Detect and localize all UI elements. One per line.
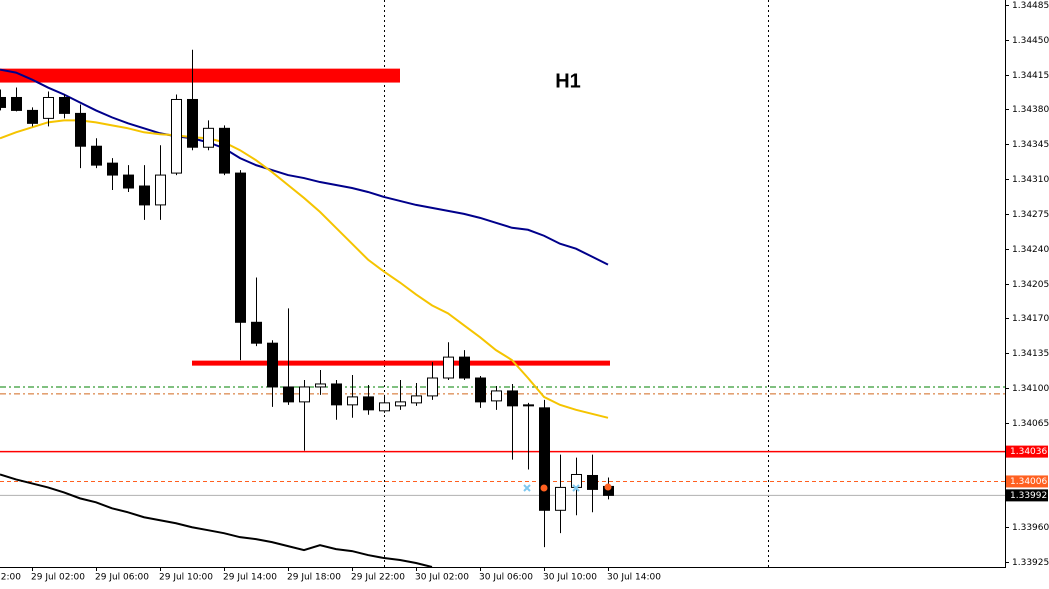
y-tick-label: 1.34485 — [1012, 1, 1049, 11]
candle-body — [299, 386, 310, 403]
chart-title: H1 — [555, 70, 581, 92]
moving-average-line — [0, 119, 609, 419]
resistance-zone — [0, 68, 400, 83]
candle-body — [523, 404, 534, 407]
y-tick-label: 1.34170 — [1012, 314, 1049, 324]
candle-body — [331, 383, 342, 406]
candle-body — [379, 402, 390, 412]
price-tag — [1006, 445, 1048, 458]
candle-body — [347, 396, 358, 406]
candle-body — [107, 162, 118, 176]
candle-body — [91, 145, 102, 166]
candle-body — [315, 383, 326, 388]
moving-average-line — [0, 68, 609, 266]
trade-markers — [523, 483, 612, 492]
price-tag-label: 1.33992 — [1010, 491, 1047, 501]
candle-body — [75, 112, 86, 147]
x-tick-label: 29 Jul 10:00 — [159, 573, 213, 583]
candle-body — [507, 390, 518, 407]
price-tag — [1006, 489, 1048, 502]
candle-body — [411, 395, 422, 404]
candle-body — [43, 96, 54, 119]
y-tick-label: 1.34135 — [1012, 349, 1049, 359]
candle-body — [27, 109, 38, 124]
y-tick-label: 1.34450 — [1012, 36, 1049, 46]
y-tick-label: 1.34380 — [1012, 105, 1049, 115]
x-tick-label: 28 Jul 22:00 — [0, 573, 21, 583]
y-tick-label: 1.34275 — [1012, 210, 1049, 220]
trade-marker — [523, 484, 531, 492]
price-tag-label: 1.34006 — [1010, 477, 1047, 487]
candle-body — [11, 96, 22, 111]
candle-body — [139, 185, 150, 206]
plot-area — [0, 0, 1005, 567]
candle-body — [443, 356, 454, 379]
x-tick-label: 30 Jul 06:00 — [479, 573, 533, 583]
price-tag — [1006, 475, 1048, 488]
y-tick-label: 1.34345 — [1012, 140, 1049, 150]
y-tick-label: 1.34100 — [1012, 384, 1049, 394]
candle-body — [171, 98, 182, 174]
candle-body — [475, 377, 486, 403]
candle-body — [539, 407, 550, 511]
moving-average-line — [0, 473, 433, 567]
candle-body — [395, 401, 406, 407]
x-tick-label: 29 Jul 02:00 — [31, 573, 85, 583]
x-tick-label: 29 Jul 18:00 — [287, 573, 341, 583]
y-tick-label: 1.34065 — [1012, 419, 1049, 429]
y-tick-label: 1.34415 — [1012, 71, 1049, 81]
candle-body — [459, 356, 470, 379]
y-tick-label: 1.34205 — [1012, 280, 1049, 290]
candle-body — [363, 396, 374, 411]
x-tick-label: 30 Jul 02:00 — [415, 573, 469, 583]
candle-body — [235, 172, 246, 323]
candle-body — [203, 127, 214, 148]
candle-body — [59, 96, 70, 114]
candle-body — [251, 321, 262, 344]
candle-body — [555, 486, 566, 511]
x-tick-label: 30 Jul 14:00 — [607, 573, 661, 583]
candle-body — [219, 127, 230, 174]
y-tick-label: 1.33925 — [1012, 558, 1049, 568]
candle-body — [267, 342, 278, 388]
candle-body — [187, 98, 198, 148]
trade-marker — [604, 483, 612, 491]
trade-marker — [540, 484, 548, 492]
y-tick-label: 1.34240 — [1012, 245, 1049, 255]
candle-body — [427, 377, 438, 397]
x-tick-label: 29 Jul 14:00 — [223, 573, 277, 583]
x-tick-label: 30 Jul 10:00 — [543, 573, 597, 583]
price-tag-label: 1.34036 — [1010, 447, 1047, 457]
candle-body — [155, 174, 166, 206]
x-tick-label: 29 Jul 22:00 — [351, 573, 405, 583]
candle-body — [0, 96, 6, 108]
trade-marker — [572, 484, 580, 492]
candle-body — [283, 386, 294, 403]
x-tick-label: 29 Jul 06:00 — [95, 573, 149, 583]
y-tick-label: 1.34310 — [1012, 175, 1049, 185]
candle-body — [587, 474, 598, 490]
candle-body — [123, 174, 134, 189]
y-tick-label: 1.33960 — [1012, 523, 1049, 533]
candle-body — [491, 390, 502, 402]
